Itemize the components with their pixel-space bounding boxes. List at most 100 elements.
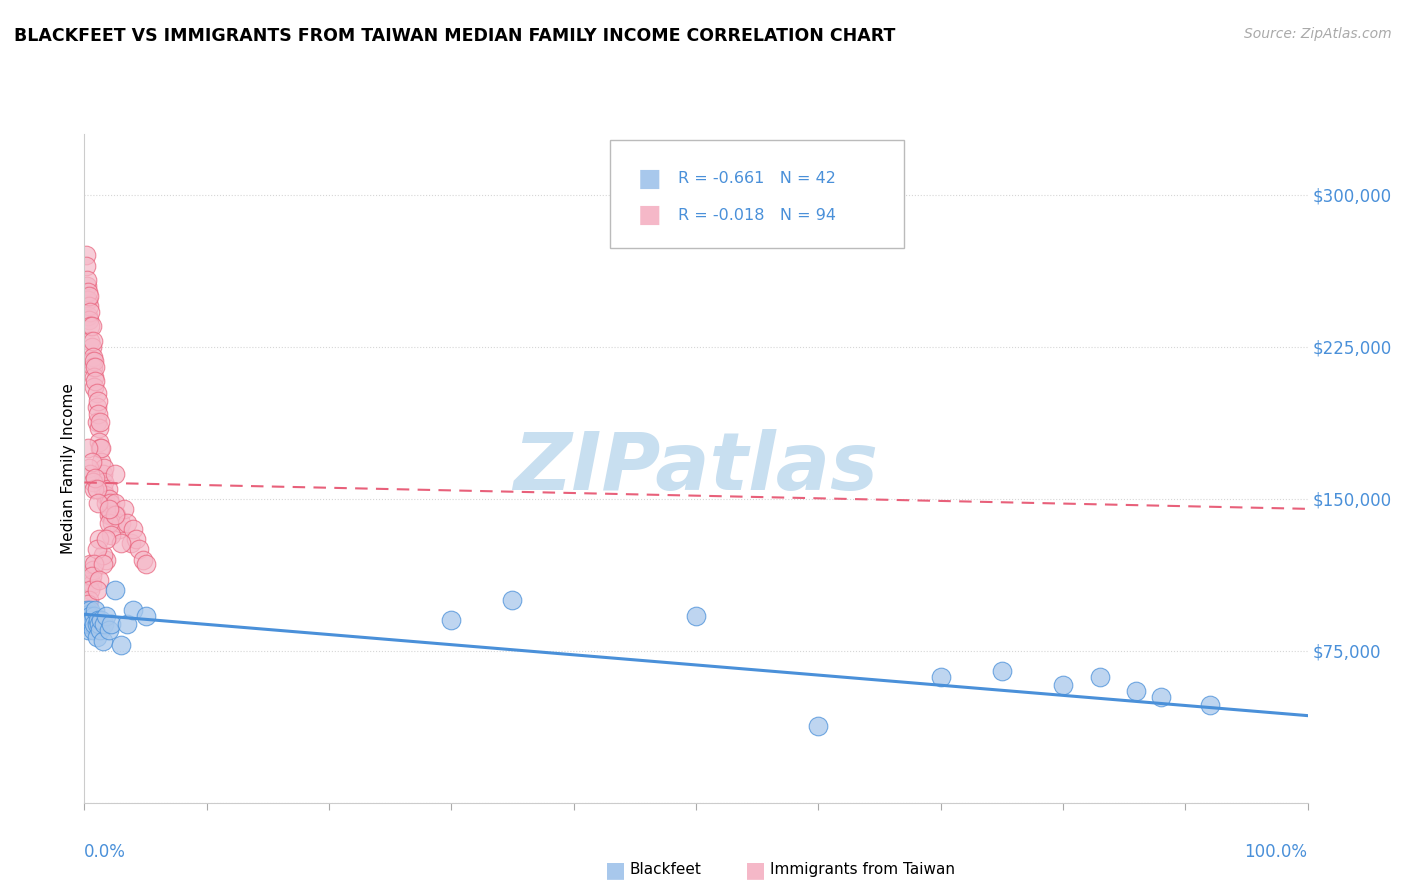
Point — [83, 617, 105, 632]
Point — [93, 617, 115, 632]
Text: R = -0.661   N = 42: R = -0.661 N = 42 — [678, 171, 835, 186]
Point — [84, 603, 107, 617]
Point — [77, 577, 100, 591]
Point — [77, 593, 100, 607]
Point — [84, 374, 107, 388]
Point — [1150, 690, 1173, 705]
Point — [82, 359, 104, 374]
Point — [87, 617, 110, 632]
Point — [97, 508, 120, 522]
Point — [86, 630, 108, 644]
Point — [110, 536, 132, 550]
Point — [1198, 698, 1220, 713]
Point — [76, 603, 98, 617]
Point — [135, 609, 157, 624]
Point — [79, 582, 101, 597]
Point — [97, 501, 120, 516]
Point — [1125, 684, 1147, 698]
Point — [77, 624, 100, 638]
Point — [83, 354, 105, 368]
Point — [1088, 670, 1111, 684]
Point — [77, 293, 100, 307]
FancyBboxPatch shape — [610, 141, 904, 248]
Point — [77, 607, 100, 622]
Point — [104, 496, 127, 510]
Point — [77, 299, 100, 313]
Point — [128, 542, 150, 557]
Y-axis label: Median Family Income: Median Family Income — [60, 383, 76, 554]
Text: ZIPatlas: ZIPatlas — [513, 429, 879, 508]
Point — [90, 441, 112, 455]
Point — [685, 609, 707, 624]
Point — [990, 664, 1012, 678]
Point — [82, 350, 104, 364]
Point — [115, 617, 138, 632]
Point — [75, 609, 97, 624]
Point — [96, 533, 118, 547]
Point — [76, 273, 98, 287]
Point — [87, 496, 110, 510]
Point — [83, 609, 105, 624]
Point — [79, 334, 101, 348]
Point — [90, 455, 112, 469]
Point — [97, 491, 120, 506]
Point — [75, 259, 97, 273]
Point — [96, 552, 118, 566]
Text: ■: ■ — [637, 203, 661, 227]
Point — [82, 475, 104, 490]
Point — [501, 593, 523, 607]
Point — [94, 488, 117, 502]
Point — [79, 603, 101, 617]
Point — [79, 609, 101, 624]
Point — [82, 334, 104, 348]
Point — [93, 461, 115, 475]
Point — [79, 467, 101, 482]
Point — [91, 557, 114, 571]
Text: ■: ■ — [605, 860, 626, 880]
Point — [89, 441, 111, 455]
Point — [104, 582, 127, 597]
Point — [96, 609, 118, 624]
Point — [1052, 678, 1074, 692]
Point — [122, 603, 145, 617]
Point — [104, 467, 127, 482]
Point — [77, 597, 100, 611]
Point — [929, 670, 952, 684]
Point — [79, 319, 101, 334]
Point — [76, 293, 98, 307]
Point — [77, 568, 100, 582]
Point — [107, 522, 129, 536]
Point — [84, 359, 107, 374]
Point — [100, 617, 122, 632]
Point — [80, 455, 103, 469]
Point — [104, 508, 127, 522]
Point — [125, 533, 148, 547]
Point — [93, 475, 115, 490]
Point — [97, 624, 120, 638]
Point — [100, 528, 122, 542]
Point — [97, 482, 120, 496]
Point — [83, 557, 105, 571]
Point — [87, 434, 110, 449]
Point — [91, 549, 114, 563]
Point — [80, 340, 103, 354]
Point — [89, 624, 111, 638]
Point — [77, 285, 100, 299]
Point — [86, 386, 108, 401]
Point — [87, 613, 110, 627]
Point — [76, 609, 98, 624]
Point — [83, 380, 105, 394]
Point — [120, 536, 142, 550]
Point — [76, 278, 98, 293]
Point — [77, 313, 100, 327]
Text: Immigrants from Taiwan: Immigrants from Taiwan — [770, 863, 956, 877]
Point — [87, 394, 110, 409]
Point — [115, 516, 138, 530]
Point — [86, 582, 108, 597]
Text: Blackfeet: Blackfeet — [630, 863, 702, 877]
Point — [91, 482, 114, 496]
Point — [90, 613, 112, 627]
Text: BLACKFEET VS IMMIGRANTS FROM TAIWAN MEDIAN FAMILY INCOME CORRELATION CHART: BLACKFEET VS IMMIGRANTS FROM TAIWAN MEDI… — [14, 27, 896, 45]
Point — [135, 557, 157, 571]
Point — [91, 633, 114, 648]
